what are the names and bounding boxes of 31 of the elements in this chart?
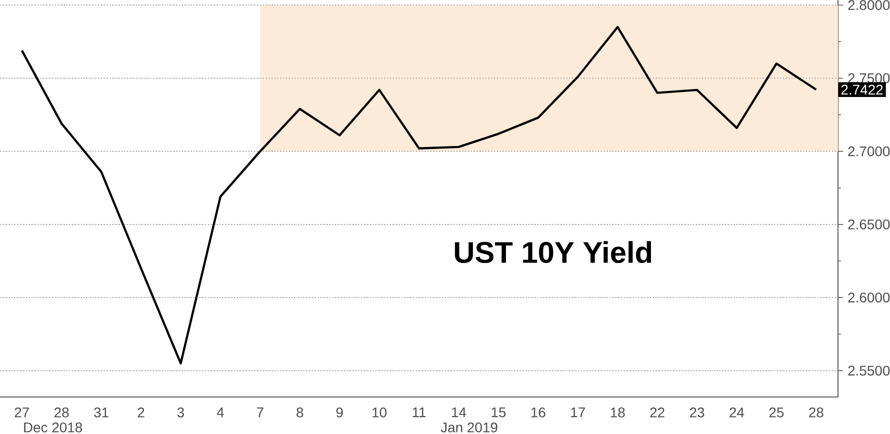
x-tick-label: 10	[372, 407, 387, 418]
x-tick-label: 24	[730, 407, 744, 418]
y-tick-label: 2.6500	[848, 219, 890, 230]
x-tick-label: 25	[769, 407, 784, 418]
x-tick-label: 31	[94, 407, 108, 418]
x-tick-label: 2	[138, 407, 144, 418]
x-tick-label: 4	[216, 408, 224, 418]
x-tick-label: 22	[650, 407, 664, 418]
x-tick-label: 16	[531, 407, 546, 418]
line-series	[20, 26, 818, 364]
y-tick-label: 2.7000	[848, 146, 890, 156]
x-tick-label: 17	[571, 408, 585, 418]
x-tick-label: 15	[492, 408, 506, 418]
y-tick-label: 2.6000	[848, 292, 890, 302]
x-tick-label: 3	[177, 407, 184, 418]
text: UST 10Y Yield	[454, 241, 652, 264]
data-label: 2.7422	[841, 84, 883, 94]
x-tick-label: 27	[14, 407, 29, 418]
y-tick-label: 2.5500	[848, 366, 890, 376]
x-tick-label: 9	[336, 407, 343, 418]
x-tick-label: 28	[809, 407, 824, 418]
x-tick-label: 8	[296, 407, 304, 418]
x-tick-label: 7	[256, 408, 264, 418]
x-tick-label: 14	[452, 408, 466, 418]
x-tick-label: 28	[54, 407, 69, 418]
x-tick-label: 23	[690, 407, 704, 418]
x-tick-label: 11	[412, 408, 426, 418]
x-tick-label: 18	[610, 407, 625, 418]
text: Jan 2019	[440, 422, 498, 432]
text: Dec 2018	[24, 422, 82, 432]
y-tick-label: 2.8000	[848, 0, 890, 10]
